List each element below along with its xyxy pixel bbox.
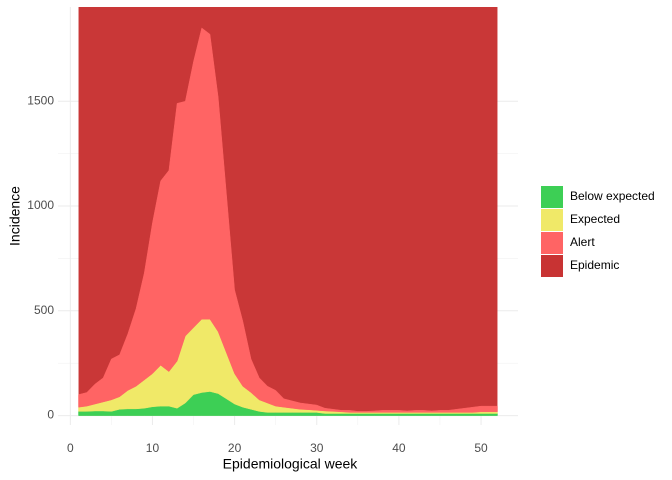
- legend-swatch: [541, 186, 563, 208]
- x-tick-label: 0: [67, 441, 74, 455]
- legend-label: Alert: [570, 235, 595, 249]
- legend-label: Below expected: [570, 189, 655, 203]
- y-tick-label: 500: [34, 303, 54, 317]
- legend-swatch: [541, 232, 563, 254]
- legend-label: Expected: [570, 212, 620, 226]
- legend-swatch: [541, 255, 563, 277]
- x-tick-label: 20: [228, 441, 242, 455]
- y-axis-title: Incidence: [7, 186, 23, 246]
- x-tick-label: 30: [310, 441, 324, 455]
- x-tick-label: 40: [392, 441, 406, 455]
- y-tick-label: 1000: [27, 198, 54, 212]
- legend-label: Epidemic: [570, 258, 619, 272]
- x-tick-label: 10: [146, 441, 160, 455]
- area: [78, 27, 498, 413]
- legend-swatch: [541, 209, 563, 231]
- y-tick-label: 0: [47, 408, 54, 422]
- x-tick-label: 50: [474, 441, 488, 455]
- y-tick-label: 1500: [27, 93, 54, 107]
- x-axis-title: Epidemiological week: [223, 456, 359, 472]
